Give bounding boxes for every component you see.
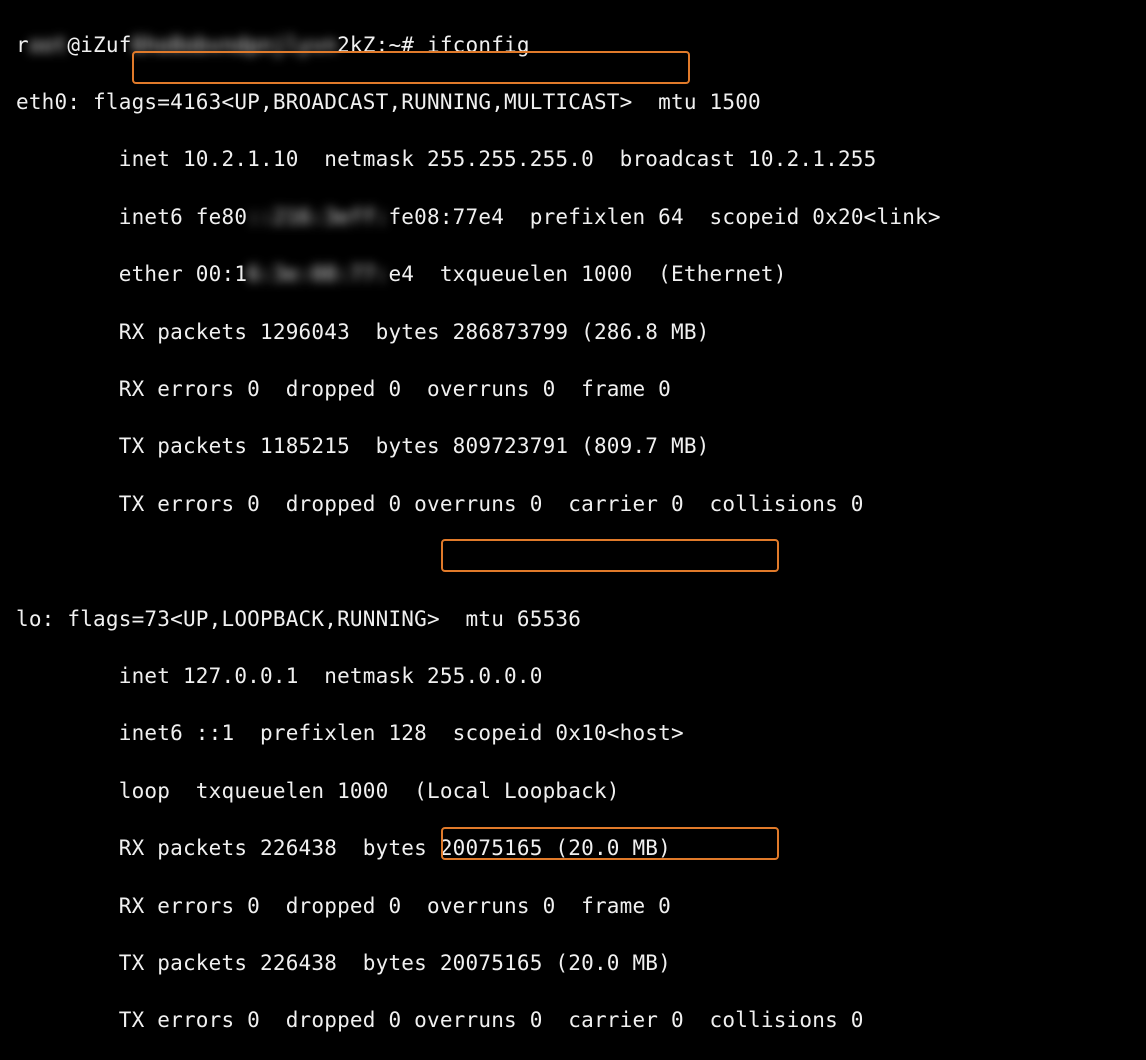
lo-tx-errors: TX errors 0 dropped 0 overruns 0 carrier…	[16, 1006, 1142, 1035]
prompt-host-suffix: 2kZ:~#	[337, 33, 427, 57]
eth0-inet-post: broadcast 10.2.1.255	[620, 147, 877, 171]
eth0-inet: inet 10.2.1.10 netmask 255.255.255.0 bro…	[16, 145, 1142, 174]
eth0-inet6-pre: inet6 fe80	[16, 205, 247, 229]
eth0-inet6-post: fe08:77e4 prefixlen 64 scopeid 0x20<link…	[388, 205, 940, 229]
lo-tx-packets: TX packets 226438 bytes 20075165 (20.0 M…	[16, 949, 1142, 978]
lo-loop: loop txqueuelen 1000 (Local Loopback)	[16, 777, 1142, 806]
prompt-user-prefix: r	[16, 33, 29, 57]
lo-rx-errors: RX errors 0 dropped 0 overruns 0 frame 0	[16, 892, 1142, 921]
prompt-host-blur: 6ho8obvndpnjlyvn	[132, 33, 338, 57]
lo-rx-packets: RX packets 226438 bytes 20075165 (20.0 M…	[16, 834, 1142, 863]
eth0-ether-blur: 6:3e:08:77:	[247, 262, 388, 286]
eth0-inet-pre: inet 10.2.1.10 netmask 255.255.255.0	[16, 147, 620, 171]
lo-inet6: inet6 ::1 prefixlen 128 scopeid 0x10<hos…	[16, 719, 1142, 748]
lo-header: lo: flags=73<UP,LOOPBACK,RUNNING> mtu 65…	[16, 605, 1142, 634]
eth0-tx-packets: TX packets 1185215 bytes 809723791 (809.…	[16, 432, 1142, 461]
eth0-inet6-blur: ::216:3eff:	[247, 205, 388, 229]
eth0-ether: ether 00:16:3e:08:77:e4 txqueuelen 1000 …	[16, 260, 1142, 289]
eth0-tx-errors: TX errors 0 dropped 0 overruns 0 carrier…	[16, 490, 1142, 519]
terminal-output: root@iZuf6ho8obvndpnjlyvn2kZ:~# ifconfig…	[0, 0, 1146, 1060]
eth0-ether-pre: ether 00:1	[16, 262, 247, 286]
cmd-ifconfig: ifconfig	[427, 33, 530, 57]
lo-inet: inet 127.0.0.1 netmask 255.0.0.0	[16, 662, 1142, 691]
eth0-ether-post: e4 txqueuelen 1000 (Ethernet)	[388, 262, 786, 286]
eth0-rx-errors: RX errors 0 dropped 0 overruns 0 frame 0	[16, 375, 1142, 404]
eth0-header: eth0: flags=4163<UP,BROADCAST,RUNNING,MU…	[16, 88, 1142, 117]
eth0-inet6: inet6 fe80::216:3eff:fe08:77e4 prefixlen…	[16, 203, 1142, 232]
blank-1	[16, 547, 1142, 576]
prompt-at: @iZuf	[67, 33, 131, 57]
eth0-rx-packets: RX packets 1296043 bytes 286873799 (286.…	[16, 318, 1142, 347]
prompt-user-blur: oot	[29, 33, 68, 57]
prompt-line-1: root@iZuf6ho8obvndpnjlyvn2kZ:~# ifconfig	[16, 31, 1142, 60]
